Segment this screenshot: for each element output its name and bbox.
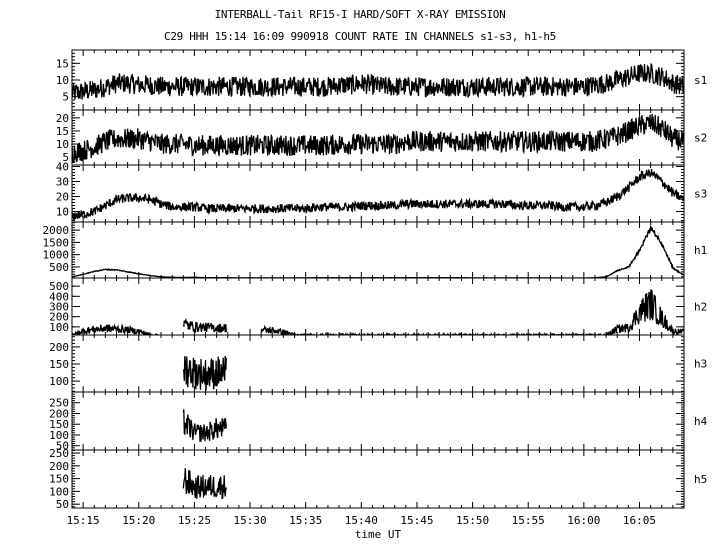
y-tick-label: 15 (56, 57, 69, 70)
series-line-s1 (72, 62, 684, 100)
y-tick-label: 5 (62, 151, 69, 164)
y-tick-label: 150 (49, 358, 69, 371)
x-tick-label: 15:20 (122, 514, 155, 527)
series-line-h2 (260, 289, 684, 335)
x-tick-label: 15:15 (67, 514, 100, 527)
series-line-h3 (182, 355, 227, 391)
series-line-h2 (183, 317, 227, 334)
y-tick-label: 250 (49, 397, 69, 410)
y-tick-label: 50 (56, 498, 69, 511)
y-tick-label: 200 (49, 341, 69, 354)
channel-label-h1: h1 (694, 244, 707, 257)
y-tick-label: 1000 (43, 249, 70, 262)
y-tick-label: 150 (49, 473, 69, 486)
y-tick-label: 5 (62, 91, 69, 104)
channel-label-h3: h3 (694, 358, 707, 371)
series-line-h2 (72, 323, 160, 335)
y-tick-label: 100 (49, 485, 69, 498)
y-tick-label: 100 (49, 321, 69, 334)
y-tick-label: 500 (49, 280, 69, 293)
chart-title: INTERBALL-Tail RF15-I HARD/SOFT X-RAY EM… (214, 8, 506, 21)
series-line-s2 (72, 113, 684, 163)
y-tick-label: 100 (49, 429, 69, 442)
y-tick-label: 30 (56, 176, 69, 189)
series-line-h4 (182, 409, 227, 442)
x-tick-label: 16:05 (623, 514, 656, 527)
x-tick-label: 15:50 (456, 514, 489, 527)
channel-label-s1: s1 (694, 74, 707, 87)
x-axis-label: time UT (355, 528, 402, 541)
x-tick-label: 16:00 (567, 514, 600, 527)
y-tick-label: 10 (56, 206, 69, 219)
x-tick-label: 15:25 (178, 514, 211, 527)
panel-frame-h5 (71, 449, 685, 509)
y-tick-label: 50 (56, 440, 69, 453)
y-tick-label: 200 (49, 407, 69, 420)
channel-label-h5: h5 (694, 473, 707, 486)
x-tick-label: 15:35 (289, 514, 322, 527)
y-tick-label: 1500 (43, 236, 70, 249)
x-tick-label: 15:30 (233, 514, 266, 527)
channel-label-h2: h2 (694, 301, 707, 314)
y-tick-label: 20 (56, 191, 69, 204)
y-tick-label: 20 (56, 112, 69, 125)
y-tick-label: 400 (49, 290, 69, 303)
y-tick-label: 200 (49, 311, 69, 324)
x-tick-label: 15:40 (345, 514, 378, 527)
panel-frame-h2 (71, 277, 685, 336)
panel-frame-h3 (71, 334, 685, 393)
series-line-h5 (182, 468, 227, 500)
series-line-s3 (72, 168, 684, 221)
channel-label-h4: h4 (694, 415, 708, 428)
x-tick-label: 15:45 (400, 514, 433, 527)
panel-frame-s3 (71, 164, 685, 223)
y-tick-label: 10 (56, 138, 69, 151)
channel-label-s3: s3 (694, 188, 707, 201)
series-line-h1 (72, 225, 684, 278)
y-tick-label: 200 (49, 460, 69, 473)
y-tick-label: 250 (49, 447, 69, 460)
y-tick-label: 500 (49, 261, 69, 274)
y-tick-label: 40 (56, 161, 69, 174)
x-tick-label: 15:55 (512, 514, 545, 527)
y-tick-label: 100 (49, 375, 69, 388)
y-tick-label: 300 (49, 301, 69, 314)
y-tick-label: 15 (56, 125, 69, 138)
channel-label-s2: s2 (694, 132, 707, 145)
y-tick-label: 2000 (43, 224, 70, 237)
y-tick-label: 150 (49, 418, 69, 431)
chart-subtitle: C29 HHH 15:14 16:09 990918 COUNT RATE IN… (164, 30, 556, 43)
panel-frame-h1 (71, 221, 685, 279)
panel-frame-h4 (71, 391, 685, 451)
y-tick-label: 10 (56, 74, 69, 87)
